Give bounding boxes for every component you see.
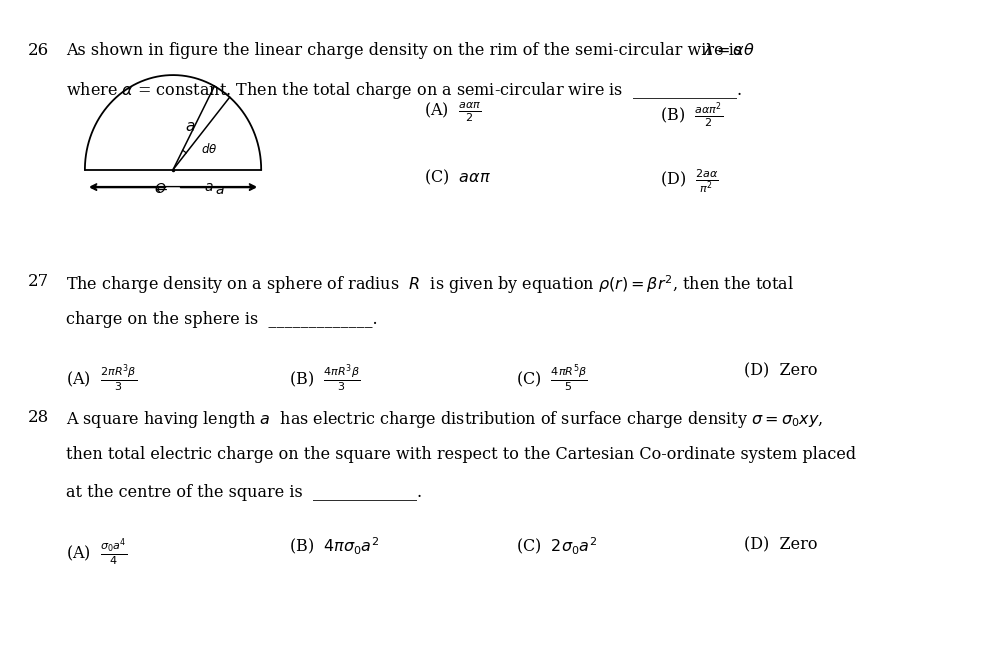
- Text: (B)  $4\pi\sigma_0 a^2$: (B) $4\pi\sigma_0 a^2$: [289, 536, 379, 557]
- Text: As shown in figure the linear charge density on the rim of the semi-circular wir: As shown in figure the linear charge den…: [66, 42, 753, 59]
- Text: $\leftarrow$: $\leftarrow$: [153, 183, 168, 197]
- Text: $a$: $a$: [185, 120, 195, 134]
- Text: $O$: $O$: [154, 182, 167, 195]
- Text: (B)  $\frac{4\pi R^3\beta}{3}$: (B) $\frac{4\pi R^3\beta}{3}$: [289, 363, 360, 395]
- Text: The charge density on a sphere of radius  $R$  is given by equation $\rho(r) = \: The charge density on a sphere of radius…: [66, 273, 794, 296]
- Text: $d\theta$: $d\theta$: [201, 142, 217, 156]
- Text: $\lambda = \alpha\theta$: $\lambda = \alpha\theta$: [703, 42, 755, 59]
- Text: A square having length $a$  has electric charge distribution of surface charge d: A square having length $a$ has electric …: [66, 409, 824, 430]
- Text: $a$: $a$: [215, 183, 224, 197]
- Text: then total electric charge on the square with respect to the Cartesian Co-ordina: then total electric charge on the square…: [66, 447, 856, 464]
- Text: (D)  Zero: (D) Zero: [744, 363, 817, 380]
- Text: 28: 28: [27, 409, 49, 426]
- Text: $a$: $a$: [204, 180, 213, 193]
- Text: 27: 27: [27, 273, 49, 290]
- Text: (D)  $\frac{2a\alpha}{\pi^2}$: (D) $\frac{2a\alpha}{\pi^2}$: [660, 168, 719, 195]
- Text: at the centre of the square is  _____________.: at the centre of the square is _________…: [66, 484, 422, 501]
- Text: (A)  $\frac{a\alpha\pi}{2}$: (A) $\frac{a\alpha\pi}{2}$: [424, 100, 481, 124]
- Text: (A)  $\frac{\sigma_0 a^4}{4}$: (A) $\frac{\sigma_0 a^4}{4}$: [66, 536, 128, 568]
- Text: (A)  $\frac{2\pi R^3\beta}{3}$: (A) $\frac{2\pi R^3\beta}{3}$: [66, 363, 137, 395]
- Text: (D)  Zero: (D) Zero: [744, 536, 817, 553]
- Text: (C)  $\frac{4\pi R^5\beta}{5}$: (C) $\frac{4\pi R^5\beta}{5}$: [516, 363, 588, 395]
- Text: where $\alpha$ = constant. Then the total charge on a semi-circular wire is  ___: where $\alpha$ = constant. Then the tota…: [66, 80, 742, 101]
- Text: (C)  $2\sigma_0 a^2$: (C) $2\sigma_0 a^2$: [516, 536, 598, 557]
- Text: (B)  $\frac{a\alpha\pi^2}{2}$: (B) $\frac{a\alpha\pi^2}{2}$: [660, 100, 723, 130]
- Text: (C)  $a\alpha\pi$: (C) $a\alpha\pi$: [424, 168, 491, 187]
- Text: 26: 26: [27, 42, 48, 59]
- Text: charge on the sphere is  _____________.: charge on the sphere is _____________.: [66, 311, 378, 328]
